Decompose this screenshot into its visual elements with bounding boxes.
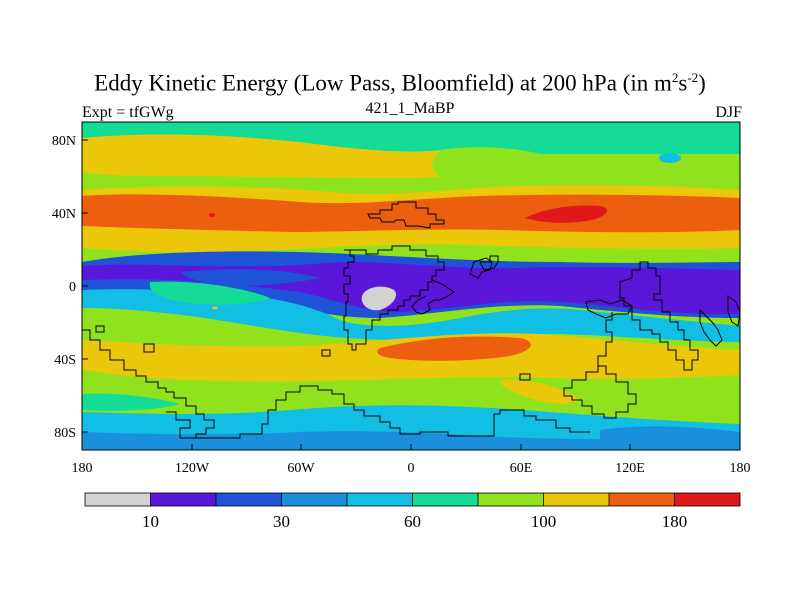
colorbar: 10 30 60 100 180 bbox=[84, 492, 741, 531]
plot-title: Eddy Kinetic Energy (Low Pass, Bloomfiel… bbox=[94, 70, 706, 96]
plot-subtitle: 421_1_MaBP bbox=[365, 100, 455, 117]
antarctic-blue-patch bbox=[600, 426, 740, 446]
nh-orange-band bbox=[82, 194, 740, 233]
antarctica-coastline bbox=[180, 385, 590, 439]
colorbar-label-100: 100 bbox=[531, 512, 557, 531]
arctic-yellow-patch bbox=[82, 134, 545, 178]
trop-grey-minimum bbox=[361, 286, 397, 311]
arctic-cyan-spot bbox=[659, 153, 681, 163]
antarctic-teal-patch bbox=[82, 393, 180, 411]
colorbar-box-3 bbox=[216, 493, 282, 506]
africa-tip bbox=[321, 349, 331, 357]
trop-yellow-dot bbox=[212, 306, 218, 310]
y-label-0: 0 bbox=[69, 280, 76, 295]
colorbar-borders bbox=[84, 492, 741, 507]
sh-orange-core bbox=[377, 336, 531, 361]
north-coastline bbox=[367, 201, 445, 229]
x-label-120W: 120W bbox=[175, 461, 210, 476]
india-coastline bbox=[469, 257, 493, 279]
x-label-120E: 120E bbox=[615, 461, 645, 476]
east-asia-coastline bbox=[563, 312, 637, 419]
y-axis-labels: 80N 40N 0 40S 80S bbox=[52, 134, 76, 441]
arctic-green-patch bbox=[432, 147, 740, 189]
y-label-40N: 40N bbox=[52, 207, 76, 222]
x-label-180W: 180 bbox=[72, 461, 93, 476]
x-label-60E: 60E bbox=[510, 461, 533, 476]
antarctic-blue-band bbox=[82, 431, 740, 450]
colorbar-box-6 bbox=[412, 493, 478, 506]
y-label-40S: 40S bbox=[54, 353, 76, 368]
south-america-coastline bbox=[82, 329, 215, 439]
x-label-0: 0 bbox=[408, 461, 415, 476]
nh-red-core bbox=[525, 205, 607, 223]
axis-ticks bbox=[81, 139, 741, 450]
x-label-60W: 60W bbox=[287, 461, 315, 476]
coastlines bbox=[82, 201, 740, 439]
coast-small-islet bbox=[95, 325, 105, 333]
colorbar-box-5 bbox=[347, 493, 413, 506]
colorbar-box-9 bbox=[609, 493, 675, 506]
sh-yellow-extension bbox=[500, 379, 580, 404]
colorbar-box-10 bbox=[674, 493, 740, 506]
x-axis-labels: 180 120W 60W 0 60E 120E 180 bbox=[72, 461, 751, 476]
colorbar-label-60: 60 bbox=[404, 512, 421, 531]
season-label: DJF bbox=[715, 104, 742, 121]
colorbar-box-1 bbox=[85, 493, 151, 506]
colorbar-label-10: 10 bbox=[142, 512, 159, 531]
seasia-coastline bbox=[585, 299, 633, 319]
colorbar-box-7 bbox=[478, 493, 544, 506]
y-label-80S: 80S bbox=[54, 426, 76, 441]
colorbar-label-30: 30 bbox=[273, 512, 290, 531]
far-east-coastline bbox=[699, 295, 740, 347]
north-islands-coastline bbox=[479, 255, 499, 271]
coast-small-island bbox=[143, 343, 155, 353]
pacific-islands-coastline bbox=[619, 261, 699, 371]
y-label-80N: 80N bbox=[52, 134, 76, 149]
arabia-coastline bbox=[411, 279, 455, 315]
colorbar-box-4 bbox=[281, 493, 347, 506]
nh-red-dot bbox=[209, 213, 215, 217]
antarctic-peninsula bbox=[166, 411, 191, 438]
mid-atlantic-island bbox=[519, 373, 531, 381]
experiment-label: Expt = tfGWg bbox=[82, 104, 174, 121]
colorbar-box-8 bbox=[543, 493, 609, 506]
trop-blue-inset bbox=[180, 269, 320, 286]
west-africa-coastline bbox=[343, 245, 445, 351]
contour-field bbox=[82, 122, 740, 450]
trop-teal-patch bbox=[149, 281, 270, 305]
colorbar-box-2 bbox=[150, 493, 216, 506]
colorbar-label-180: 180 bbox=[662, 512, 688, 531]
x-label-180E: 180 bbox=[730, 461, 751, 476]
